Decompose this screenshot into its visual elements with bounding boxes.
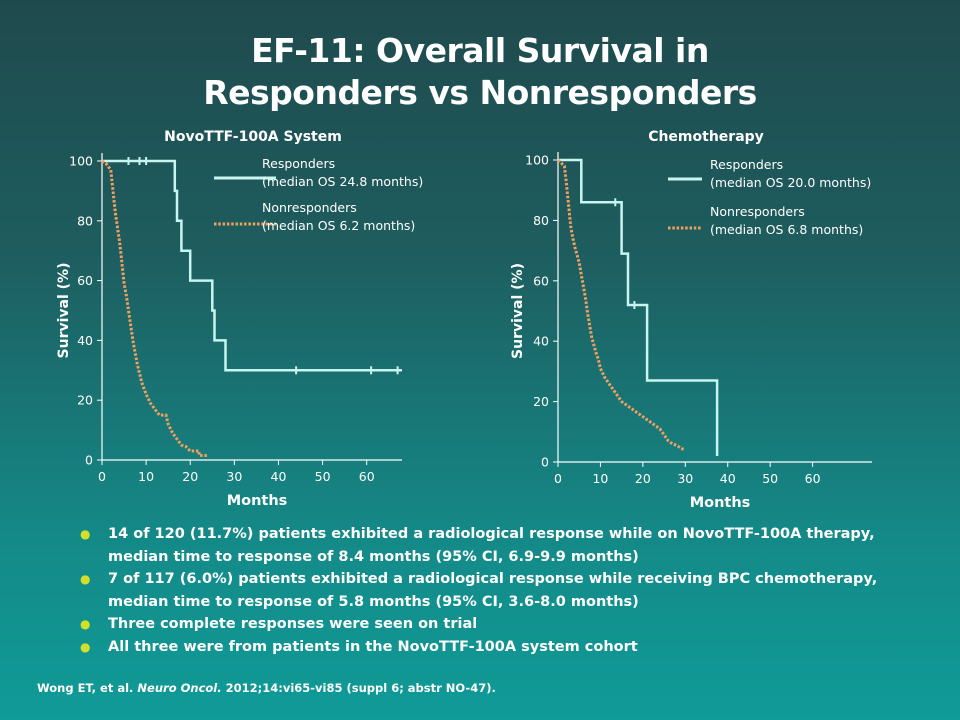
x-tick-label: 20	[635, 471, 651, 486]
bullet-text: 14 of 120 (11.7%) patients exhibited a r…	[108, 526, 875, 565]
x-tick-label: 40	[720, 471, 736, 486]
y-tick-label: 100	[525, 153, 549, 168]
x-tick-label: 20	[182, 469, 198, 484]
chart-title: NovoTTF-100A System	[164, 129, 342, 145]
x-tick-label: 30	[677, 471, 693, 486]
bullet-item: ● Three complete responses were seen on t…	[80, 613, 920, 636]
y-tick-label: 20	[533, 394, 549, 409]
x-tick-label: 50	[315, 469, 331, 484]
y-tick-label: 80	[77, 213, 93, 228]
citation-details: 2012;14:vi65-vi85 (suppl 6; abstr NO-47)…	[225, 681, 496, 695]
bullet-dot-icon: ●	[80, 639, 91, 654]
responders-survival-line	[102, 159, 402, 372]
x-tick-label: 10	[138, 469, 154, 484]
chart-2: Chemotherapy 0 20 40 60 80 100 0 10 20 30 40 50 60 Mon…	[510, 129, 872, 511]
bullet-item: ● 7 of 117 (6.0%) patients exhibited a ra…	[80, 568, 920, 613]
bullet-item: ● 14 of 120 (11.7%) patients exhibited a …	[80, 523, 920, 568]
responders-survival-line	[558, 158, 719, 456]
x-axis-label: Months	[690, 495, 751, 511]
bullet-dot-icon: ●	[80, 572, 91, 586]
x-tick-label: 10	[592, 471, 608, 486]
bullet-text: All three were from patients in the Novo…	[108, 638, 638, 655]
legend-series-name: Nonresponders	[710, 204, 805, 219]
x-tick-label: 60	[359, 469, 375, 484]
x-tick-label: 30	[226, 469, 242, 484]
bullet-item: ● All three were from patients in the Nov…	[80, 636, 920, 659]
citation-journal: Neuro Oncol.	[137, 681, 222, 695]
y-tick-label: 0	[541, 455, 549, 470]
title-line-2: Responders vs Nonresponders	[203, 73, 757, 112]
citation-authors: Wong ET, et al.	[37, 681, 134, 695]
y-tick-label: 60	[533, 273, 549, 288]
chart-title: Chemotherapy	[648, 129, 764, 145]
y-axis-label: Survival (%)	[510, 263, 526, 359]
bullet-text: 7 of 117 (6.0%) patients exhibited a rad…	[108, 571, 878, 610]
x-tick-label: 40	[271, 469, 287, 484]
y-tick-label: 60	[77, 273, 93, 288]
y-tick-label: 40	[77, 333, 93, 348]
slide-title: EF-11: Overall Survival in Responders vs…	[0, 30, 960, 114]
legend-series-name: Responders	[262, 156, 335, 171]
x-tick-label: 0	[98, 469, 106, 484]
nonresponders-survival-line	[101, 159, 208, 457]
x-tick-label: 0	[554, 471, 562, 486]
bullet-dot-icon: ●	[80, 527, 91, 541]
legend-median-note: (median OS 20.0 months)	[710, 175, 871, 190]
citation: Wong ET, et al. Neuro Oncol. 2012;14:vi6…	[37, 681, 496, 695]
y-tick-label: 20	[77, 393, 93, 408]
y-tick-label: 80	[533, 213, 549, 228]
x-tick-label: 50	[762, 471, 778, 486]
bullet-list: ● 14 of 120 (11.7%) patients exhibited a …	[80, 523, 920, 658]
legend-median-note: (median OS 6.2 months)	[262, 218, 415, 233]
bullet-text: Three complete responses were seen on tr…	[108, 616, 478, 632]
y-tick-label: 40	[533, 334, 549, 349]
bullet-dot-icon: ●	[80, 617, 91, 631]
legend-median-note: (median OS 6.8 months)	[710, 222, 863, 237]
title-line-1: EF-11: Overall Survival in	[251, 31, 709, 70]
legend-series-name: Nonresponders	[262, 200, 357, 215]
legend-series-name: Responders	[710, 157, 783, 172]
nonresponders-survival-line	[556, 158, 686, 452]
legend-median-note: (median OS 24.8 months)	[262, 174, 423, 189]
chart-1: NovoTTF-100A System 0 20 40 60 80 100 0 10 20 30 40…	[56, 129, 423, 509]
y-axis-label: Survival (%)	[56, 263, 72, 359]
x-axis-label: Months	[227, 493, 288, 509]
y-tick-label: 100	[69, 154, 93, 169]
x-tick-label: 60	[805, 471, 821, 486]
y-tick-label: 0	[85, 453, 93, 468]
